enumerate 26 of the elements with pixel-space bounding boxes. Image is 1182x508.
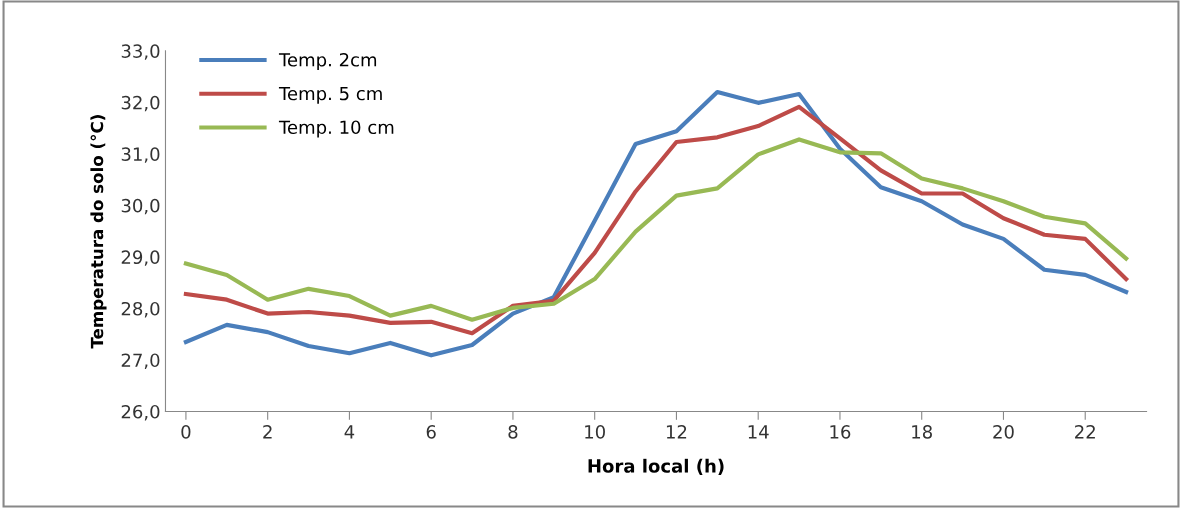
line-series bbox=[183, 137, 1129, 322]
x-tick-label: 22 bbox=[1075, 424, 1095, 439]
x-tick-label: 18 bbox=[912, 424, 932, 439]
y-tick-label: 30,0 bbox=[121, 198, 160, 215]
y-tick-label: 27,0 bbox=[121, 353, 160, 369]
x-axis-title: Hora local (h) bbox=[588, 458, 724, 475]
x-tick-label: 4 bbox=[344, 425, 355, 439]
x-tick-label: 10 bbox=[585, 424, 605, 439]
y-tick-label: 29,0 bbox=[121, 250, 160, 266]
y-axis-title: Temperatura do solo (°C) bbox=[90, 115, 107, 349]
y-tick-label: 31,0 bbox=[121, 147, 160, 163]
x-tick-label: 0 bbox=[181, 424, 191, 439]
y-tick-label: 28,0 bbox=[121, 301, 160, 318]
y-tick-label: 32,0 bbox=[121, 95, 160, 112]
legend-label: Temp. 5 cm bbox=[278, 86, 382, 104]
legend-label: Temp. 2cm bbox=[278, 52, 377, 71]
y-tick-label: 26,0 bbox=[121, 404, 160, 421]
x-tick-label: 16 bbox=[830, 424, 851, 439]
x-tick-label: 14 bbox=[748, 425, 769, 439]
x-tick-label: 8 bbox=[508, 424, 518, 439]
legend-label: Temp. 10 cm bbox=[278, 120, 394, 138]
x-tick-label: 2 bbox=[263, 424, 272, 439]
x-tick-label: 6 bbox=[426, 424, 436, 439]
x-tick-label: 12 bbox=[666, 424, 687, 439]
y-tick-label: 33,0 bbox=[121, 44, 160, 60]
x-tick-label: 20 bbox=[993, 424, 1014, 439]
